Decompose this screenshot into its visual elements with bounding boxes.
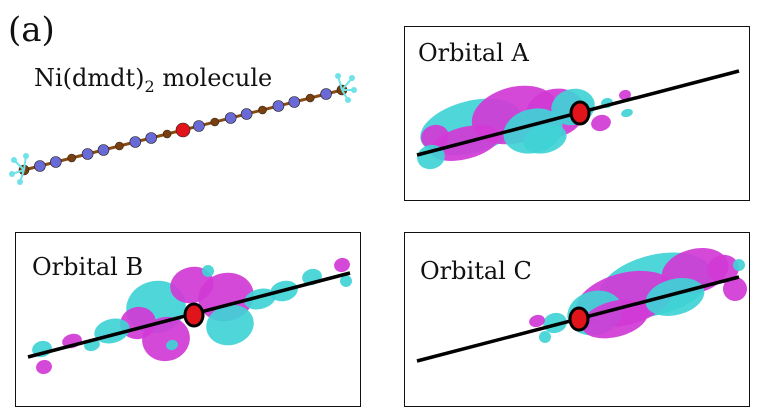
molecule-title: Ni(dmdt)2 molecule [34,64,272,96]
orbital-c-center-marker [568,306,590,332]
orbital-b-lobe [36,359,52,375]
orbital-b-lobe [202,265,214,277]
orbital-b-image [27,257,352,375]
orbital-a-lobe [591,114,611,132]
molecule-atom [210,117,220,127]
molecule-atom [224,112,237,124]
molecule-atom [49,156,62,168]
hydrogen-atom [11,157,17,163]
orbital-b-lobe [166,339,178,351]
molecule-atom [115,141,124,151]
molecule-atom [97,144,110,156]
orbital-c-image [416,248,747,363]
panel-label: (a) [8,10,55,50]
molecule-name-suffix: molecule [154,64,273,92]
hydrogen-atom [349,75,355,81]
molecule-atom [81,148,94,160]
hydrogen-atom [351,87,357,93]
hydrogen-atom [345,97,351,103]
orbital-a-image [416,69,740,170]
hydrogen-atom [335,73,341,79]
orbital-b-lobe [170,266,214,304]
orbital-c-lobe [529,314,545,328]
molecule-name-subscript: 2 [144,76,155,96]
molecule-structure-image [9,73,357,185]
orbital-c-lobe [733,259,745,271]
orbital-c-lobe [723,277,747,301]
orbital-a-lobe [619,89,631,101]
molecule-atom [67,153,76,163]
orbital-b-lobe [334,257,350,273]
orbital-a-panel: Orbital A [404,26,750,201]
hydrogen-atom [23,153,29,159]
molecule-atom [34,160,46,172]
orbital-b-lobe [340,275,352,287]
hydrogen-atom [9,171,15,177]
orbital-a-lobe [523,124,567,154]
molecule-atom [145,132,157,144]
molecule-atom [193,120,205,132]
orbital-c-lobe [645,278,705,316]
orbital-c-lobe [539,331,551,343]
orbital-a-title: Orbital A [418,39,529,67]
orbital-a-center-marker [569,100,591,126]
molecule-atom [272,100,285,112]
molecule-atom [162,129,172,139]
orbital-b-center-marker [183,302,205,328]
orbital-c-lobe [581,299,649,339]
orbital-c-panel: Orbital C [404,232,750,407]
orbital-a-lobe [621,108,633,118]
orbital-a-lobe [421,124,449,150]
orbital-b-lobe [206,304,254,346]
molecule-atom [240,108,253,120]
molecule-atom [129,136,142,148]
molecule-atom [320,88,332,100]
molecule-atom [258,105,267,115]
orbital-b-title: Orbital B [32,253,144,281]
orbital-c-title: Orbital C [420,257,532,285]
hydrogen-atom [17,179,23,185]
molecule-name-prefix: Ni(dmdt) [34,64,145,92]
orbital-c-lobe [707,254,739,284]
orbital-b-panel: Orbital B [15,232,361,407]
molecule-atom [288,96,301,108]
molecule-atom [305,93,315,103]
nickel-atom [175,122,191,138]
